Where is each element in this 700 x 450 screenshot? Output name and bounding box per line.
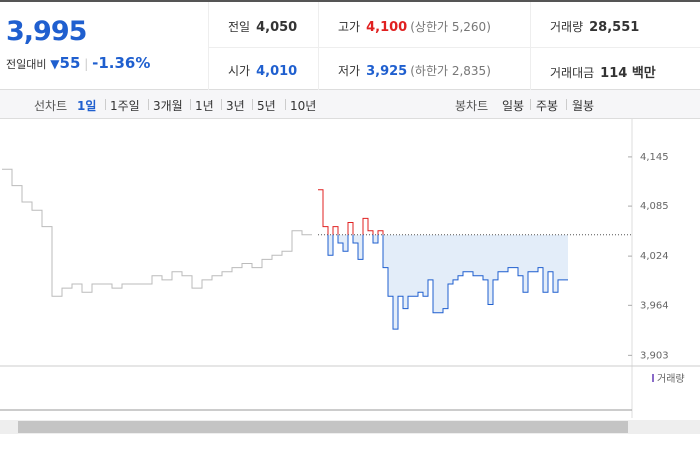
scrollbar-thumb[interactable]: [18, 421, 628, 433]
y-tick-label: 3,964: [640, 300, 669, 311]
stat: 시가 4,010: [228, 62, 297, 79]
stat-label: 고가: [338, 20, 361, 34]
stat-value: 4,010: [256, 64, 298, 79]
tab-sep: [566, 99, 567, 110]
change-label: 전일대비: [6, 58, 47, 71]
stat-label: 거래량: [550, 20, 584, 34]
price: 3,995: [6, 16, 87, 47]
tab[interactable]: 3개월: [153, 99, 183, 113]
tab-bar: 선차트 1일 1주일 3개월 1년 3년 5년 10년 봉차트 일봉 주봉 월봉: [0, 90, 700, 119]
stat-label: 거래대금: [550, 66, 595, 80]
stat-extra: (하한가 2,835): [410, 64, 491, 78]
tab[interactable]: 1주일: [110, 99, 140, 113]
tab[interactable]: 1일: [77, 99, 97, 113]
divider: [318, 2, 319, 90]
tab[interactable]: 주봉: [536, 99, 559, 113]
stat: 고가 4,100 (상한가 5,260): [338, 18, 491, 35]
tab[interactable]: 10년: [290, 99, 317, 113]
legend-swatch: [652, 374, 654, 382]
change-pct: -1.36%: [92, 54, 151, 72]
below-area: [328, 234, 568, 330]
chart: 4,145 4,085 4,024 3,964 3,903 거래량: [0, 118, 700, 434]
stat-value: 3,925: [366, 64, 408, 79]
stat-value: 4,100: [366, 20, 408, 35]
previous-day-line: [2, 168, 312, 297]
price-box: 3,995 전일대비 ▼55 | -1.36%: [0, 2, 209, 90]
tab-sep: [252, 99, 253, 110]
tab[interactable]: 5년: [257, 99, 276, 113]
change: 전일대비 ▼55 | -1.36%: [6, 54, 151, 72]
stat: 전일 4,050: [228, 18, 297, 35]
stat-label: 시가: [228, 64, 251, 78]
stat-value: 114 백만: [600, 66, 656, 81]
y-tick-label: 3,903: [640, 350, 669, 361]
change-value: 55: [59, 54, 81, 72]
y-tick-label: 4,085: [640, 201, 669, 212]
stat: 거래대금 114 백만: [550, 62, 656, 81]
today-line-down: [327, 234, 568, 330]
tab-sep: [148, 99, 149, 110]
tab-group-label: 선차트: [34, 99, 68, 113]
stat-extra: (상한가 5,260): [410, 20, 491, 34]
stat: 거래량 28,551: [550, 18, 639, 35]
stat-label: 저가: [338, 64, 361, 78]
tab-sep: [221, 99, 222, 110]
volume-legend: 거래량: [657, 373, 685, 385]
tab-sep: [190, 99, 191, 110]
summary: 3,995 전일대비 ▼55 | -1.36% 전일 4,050 고가 4,100 (상…: [0, 0, 700, 90]
tab[interactable]: 3년: [226, 99, 245, 113]
y-tick-label: 4,145: [640, 152, 669, 163]
tab[interactable]: 일봉: [502, 99, 525, 113]
tab-sep: [530, 99, 531, 110]
stat-value: 4,050: [256, 20, 298, 35]
y-tick-label: 4,024: [640, 251, 669, 262]
stat-value: 28,551: [589, 20, 640, 35]
tab-group-label: 봉차트: [455, 99, 489, 113]
tab[interactable]: 1년: [195, 99, 214, 113]
divider: [208, 2, 209, 90]
tab-sep: [285, 99, 286, 110]
stat-label: 전일: [228, 20, 251, 34]
divider: [530, 2, 531, 90]
stat: 저가 3,925 (하한가 2,835): [338, 62, 491, 79]
tab-sep: [105, 99, 106, 110]
tab[interactable]: 월봉: [572, 99, 595, 113]
row-divider: [208, 47, 700, 48]
